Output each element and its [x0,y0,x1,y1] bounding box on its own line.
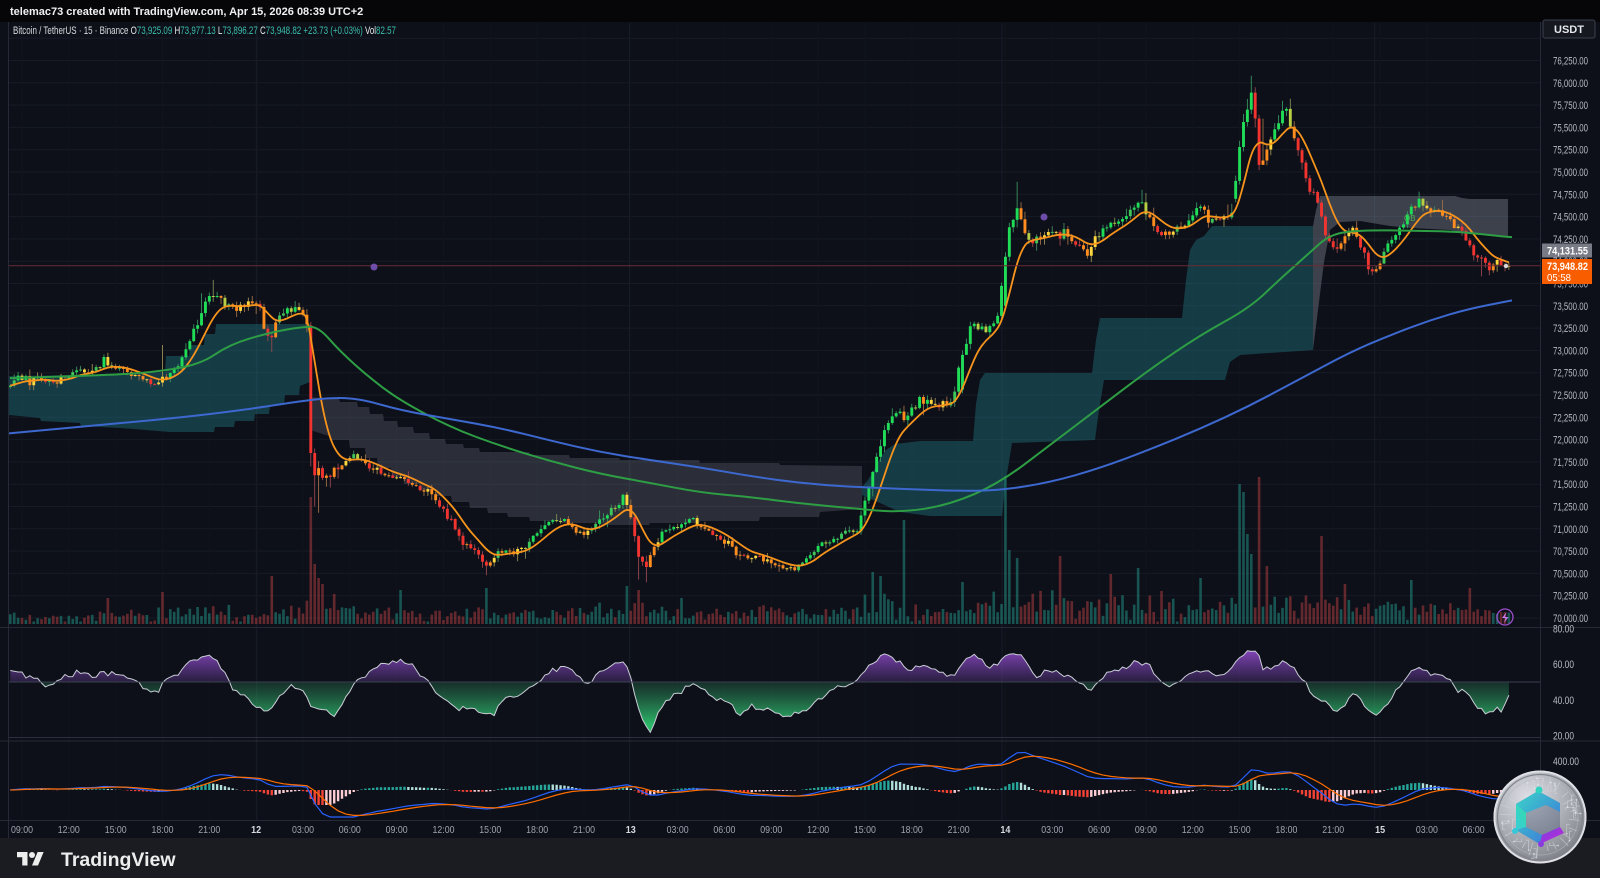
svg-text:12:00: 12:00 [807,824,829,836]
svg-text:06:00: 06:00 [339,824,361,836]
svg-text:03:00: 03:00 [1041,824,1063,836]
svg-text:71,500.00: 71,500.00 [1553,479,1588,491]
svg-text:80.00: 80.00 [1553,624,1574,636]
svg-text:USDT: USDT [1554,24,1584,36]
svg-text:03:00: 03:00 [292,824,314,836]
svg-text:12:00: 12:00 [433,824,455,836]
svg-text:12:00: 12:00 [1182,824,1204,836]
svg-text:20.00: 20.00 [1553,731,1574,743]
svg-text:06:00: 06:00 [1463,824,1485,836]
svg-text:76,000.00: 76,000.00 [1553,78,1588,90]
svg-text:18:00: 18:00 [526,824,548,836]
svg-text:18:00: 18:00 [152,824,174,836]
svg-text:18:00: 18:00 [1275,824,1297,836]
svg-text:73,250.00: 73,250.00 [1553,323,1588,335]
svg-text:72,000.00: 72,000.00 [1553,435,1588,447]
svg-text:400.00: 400.00 [1553,756,1579,768]
svg-text:15:00: 15:00 [854,824,876,836]
svg-text:telemac73 created with Trading: telemac73 created with TradingView.com, … [10,6,363,18]
svg-text:OB: OB [1404,214,1416,223]
svg-text:73,500.00: 73,500.00 [1553,301,1588,313]
svg-text:09:00: 09:00 [11,824,33,836]
svg-text:03:00: 03:00 [667,824,689,836]
svg-text:21:00: 21:00 [948,824,970,836]
svg-text:74,750.00: 74,750.00 [1553,189,1588,201]
svg-text:12: 12 [251,824,261,836]
svg-text:71,000.00: 71,000.00 [1553,524,1588,536]
svg-text:76,250.00: 76,250.00 [1553,56,1588,68]
svg-text:13: 13 [626,824,636,836]
svg-text:15:00: 15:00 [1229,824,1251,836]
svg-text:74,250.00: 74,250.00 [1553,234,1588,246]
svg-text:18:00: 18:00 [901,824,923,836]
svg-text:75,000.00: 75,000.00 [1553,167,1588,179]
svg-text:72,750.00: 72,750.00 [1553,368,1588,380]
svg-text:06:00: 06:00 [713,824,735,836]
svg-text:73,000.00: 73,000.00 [1553,345,1588,357]
svg-text:72,500.00: 72,500.00 [1553,390,1588,402]
svg-text:03:00: 03:00 [1416,824,1438,836]
svg-text:Bitcoin / TetherUS · 15 · Bina: Bitcoin / TetherUS · 15 · Binance O73,92… [13,25,396,37]
svg-text:21:00: 21:00 [1322,824,1344,836]
svg-text:74,500.00: 74,500.00 [1553,212,1588,224]
svg-text:60.00: 60.00 [1553,659,1574,671]
svg-text:15:00: 15:00 [479,824,501,836]
svg-text:70,500.00: 70,500.00 [1553,568,1588,580]
svg-text:74,131.55: 74,131.55 [1547,246,1588,258]
svg-text:21:00: 21:00 [573,824,595,836]
svg-text:06:00: 06:00 [1088,824,1110,836]
svg-text:09:00: 09:00 [1135,824,1157,836]
svg-text:72,250.00: 72,250.00 [1553,412,1588,424]
svg-text:09:00: 09:00 [386,824,408,836]
svg-text:09:00: 09:00 [760,824,782,836]
svg-text:70,000.00: 70,000.00 [1553,613,1588,625]
svg-text:40.00: 40.00 [1553,695,1574,707]
svg-text:75,250.00: 75,250.00 [1553,145,1588,157]
svg-text:71,750.00: 71,750.00 [1553,457,1588,469]
svg-text:21:00: 21:00 [198,824,220,836]
svg-text:12:00: 12:00 [58,824,80,836]
svg-text:15:00: 15:00 [105,824,127,836]
svg-text:05:58: 05:58 [1547,272,1571,284]
svg-text:71,250.00: 71,250.00 [1553,502,1588,514]
svg-text:75,750.00: 75,750.00 [1553,100,1588,112]
svg-text:14: 14 [1000,824,1010,836]
svg-text:15: 15 [1375,824,1385,836]
svg-text:70,250.00: 70,250.00 [1553,591,1588,603]
svg-text:70,750.00: 70,750.00 [1553,546,1588,558]
svg-text:73,948.82: 73,948.82 [1547,261,1588,273]
svg-text:75,500.00: 75,500.00 [1553,122,1588,134]
svg-text:TradingView: TradingView [61,849,176,871]
